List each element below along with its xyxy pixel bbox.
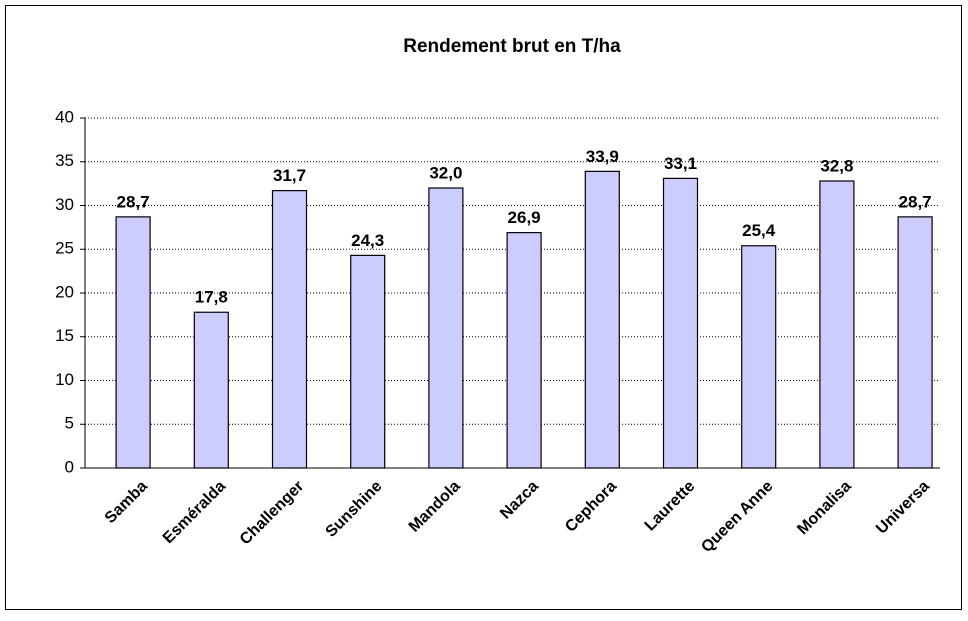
y-tick-label: 40 [55, 107, 74, 126]
bar [662, 177, 699, 469]
y-tick-label: 10 [55, 370, 74, 389]
bar [897, 216, 933, 469]
bar [741, 245, 777, 469]
bar [506, 232, 542, 469]
bar [193, 311, 229, 469]
y-tick-label: 15 [55, 326, 74, 345]
value-label: 33,1 [664, 154, 697, 173]
value-label: 31,7 [273, 166, 306, 185]
y-tick-label: 5 [65, 414, 74, 433]
bar [271, 190, 308, 469]
value-label: 28,7 [899, 192, 932, 211]
bar [115, 216, 151, 469]
value-label: 25,4 [742, 221, 776, 240]
value-label: 28,7 [117, 192, 150, 211]
bar [819, 180, 855, 469]
value-label: 24,3 [351, 231, 384, 250]
y-tick-label: 0 [65, 457, 74, 476]
bar [584, 170, 620, 469]
bar [350, 254, 386, 469]
value-label: 32,0 [429, 163, 462, 182]
y-tick-label: 20 [55, 282, 74, 301]
y-tick-label: 35 [55, 151, 74, 170]
value-label: 33,9 [586, 147, 619, 166]
y-tick-label: 30 [55, 195, 74, 214]
chart-title: Rendement brut en T/ha [403, 36, 621, 57]
value-label: 26,9 [508, 208, 541, 227]
value-label: 32,8 [820, 156, 853, 175]
y-tick-label: 25 [55, 239, 74, 258]
chart-border [5, 5, 962, 610]
bar [428, 187, 464, 469]
value-label: 17,8 [195, 288, 228, 307]
